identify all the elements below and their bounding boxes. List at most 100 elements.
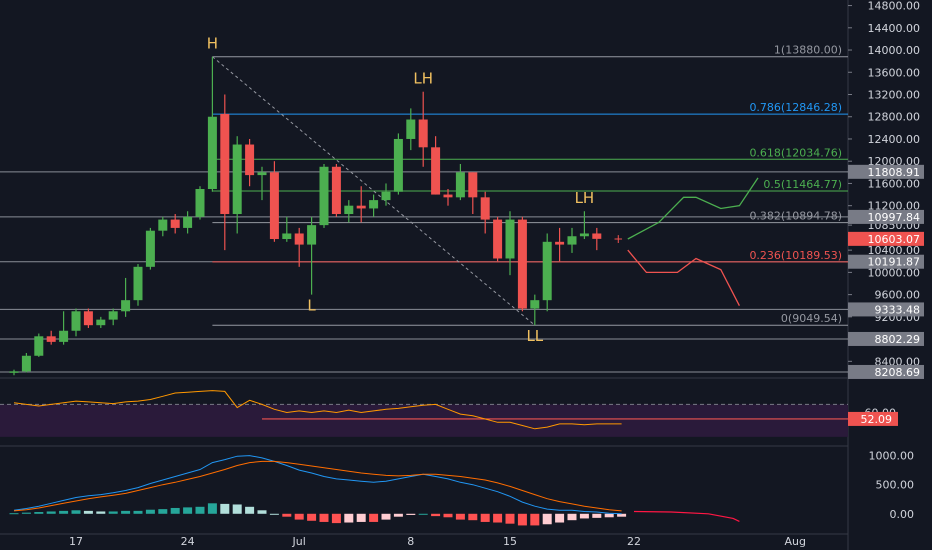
candle-body xyxy=(393,138,403,192)
candle[interactable] xyxy=(517,216,527,312)
macd-histogram-bar xyxy=(59,510,69,514)
macd-histogram-bar xyxy=(220,503,230,514)
price-tick-label: 11200.00 xyxy=(868,200,921,213)
candle-body xyxy=(207,116,217,189)
candle[interactable] xyxy=(195,186,205,220)
price-tag-label: 11808.91 xyxy=(868,166,921,179)
projection-up-path[interactable] xyxy=(627,177,759,240)
candle[interactable] xyxy=(133,264,143,306)
candle-body xyxy=(555,241,565,245)
candle[interactable] xyxy=(257,166,267,201)
candle-body xyxy=(480,197,490,220)
candle-body xyxy=(369,200,379,209)
price-axis[interactable]: 14800.00 14400.00 14000.00 13600.00 13200.00… xyxy=(848,0,924,521)
price-tag[interactable]: 8802.29 xyxy=(848,331,924,346)
candle[interactable] xyxy=(9,369,19,376)
candle[interactable] xyxy=(369,194,379,217)
macd-histogram-bar xyxy=(567,513,577,521)
candle[interactable] xyxy=(579,211,589,240)
candle[interactable] xyxy=(232,136,242,234)
price-tick-label: 14000.00 xyxy=(868,44,921,57)
time-tick-label: 8 xyxy=(407,535,414,548)
candle[interactable] xyxy=(108,308,118,326)
candle[interactable] xyxy=(269,161,279,242)
candle[interactable] xyxy=(282,216,292,242)
macd-line xyxy=(13,455,622,515)
fib-trend-line[interactable] xyxy=(212,56,536,326)
candle[interactable] xyxy=(468,172,478,215)
projection-down-path[interactable] xyxy=(627,249,740,306)
candle[interactable] xyxy=(46,330,56,345)
fib-level-label: 0.236(10189.53) xyxy=(749,249,842,262)
price-tick-label: 13200.00 xyxy=(868,89,921,102)
price-tag-box xyxy=(848,302,924,317)
candle[interactable] xyxy=(493,216,503,262)
price-tag-label: 8208.69 xyxy=(875,366,921,379)
candle[interactable] xyxy=(145,227,155,270)
candle[interactable] xyxy=(220,94,230,251)
candle[interactable] xyxy=(381,183,391,206)
macd-histogram-bar xyxy=(257,510,267,514)
macd-pane[interactable] xyxy=(9,455,740,526)
price-tag[interactable]: 10603.07 xyxy=(848,231,924,246)
candle[interactable] xyxy=(207,56,217,192)
price-tick-label: 12800.00 xyxy=(868,111,921,124)
candle[interactable] xyxy=(418,91,428,167)
price-tag[interactable]: 8208.69 xyxy=(848,364,924,379)
candle[interactable] xyxy=(183,211,193,234)
candle[interactable] xyxy=(307,216,317,295)
candle[interactable] xyxy=(431,136,441,195)
candle[interactable] xyxy=(480,191,490,234)
price-tag[interactable]: 11808.91 xyxy=(848,164,924,179)
macd-histogram-bar xyxy=(71,510,81,514)
macd-histogram-bar xyxy=(83,510,93,514)
price-pane[interactable]: 1(13880.00) 0.786(12846.28) 0.618(12034.76… xyxy=(0,0,849,550)
candle[interactable] xyxy=(294,227,304,267)
macd-histogram-bar xyxy=(468,513,478,521)
candle[interactable] xyxy=(83,308,93,328)
price-tag[interactable]: 10191.87 xyxy=(848,254,924,269)
price-tag[interactable]: 9333.48 xyxy=(848,302,924,317)
signal-projection-path[interactable] xyxy=(633,510,740,522)
candle[interactable] xyxy=(245,138,255,187)
candle-body xyxy=(183,216,193,228)
candle[interactable] xyxy=(121,277,131,317)
price-tag-box xyxy=(848,231,924,246)
candle[interactable] xyxy=(356,186,366,223)
candle[interactable] xyxy=(344,200,354,223)
time-tick-label: 24 xyxy=(181,535,195,548)
candle[interactable] xyxy=(455,163,465,201)
candle[interactable] xyxy=(567,227,577,253)
candle[interactable] xyxy=(319,163,329,228)
candle[interactable] xyxy=(170,214,180,234)
candle[interactable] xyxy=(592,227,602,251)
cross-marker: + xyxy=(613,232,623,246)
candle[interactable] xyxy=(555,227,565,262)
macd-histogram-bar xyxy=(145,509,155,514)
price-tag[interactable]: 10997.84 xyxy=(848,209,924,224)
candle[interactable] xyxy=(406,108,416,151)
candle[interactable] xyxy=(34,333,44,357)
rsi-value-tag[interactable]: 52.09 xyxy=(848,411,898,426)
macd-histogram-bar xyxy=(431,513,441,517)
candle[interactable] xyxy=(96,316,106,328)
candle[interactable] xyxy=(158,216,168,237)
candle[interactable] xyxy=(505,211,515,276)
candle-body xyxy=(418,119,428,148)
price-tag-label: 8802.29 xyxy=(875,333,921,346)
candle[interactable] xyxy=(21,352,31,373)
time-axis[interactable]: 17 24 Jul 8 15 22 Aug xyxy=(69,535,806,548)
candle[interactable] xyxy=(59,311,69,345)
candle[interactable] xyxy=(542,233,552,312)
candle[interactable] xyxy=(443,189,453,206)
candle[interactable] xyxy=(393,133,403,195)
candle[interactable] xyxy=(71,308,81,337)
time-tick-label: 22 xyxy=(627,535,641,548)
price-tag-label: 10603.07 xyxy=(868,233,921,246)
candle-body xyxy=(9,371,19,373)
candle[interactable] xyxy=(530,294,540,326)
rsi-pane[interactable] xyxy=(0,390,848,437)
candle[interactable] xyxy=(331,163,341,217)
macd-histogram-bar xyxy=(369,513,379,522)
